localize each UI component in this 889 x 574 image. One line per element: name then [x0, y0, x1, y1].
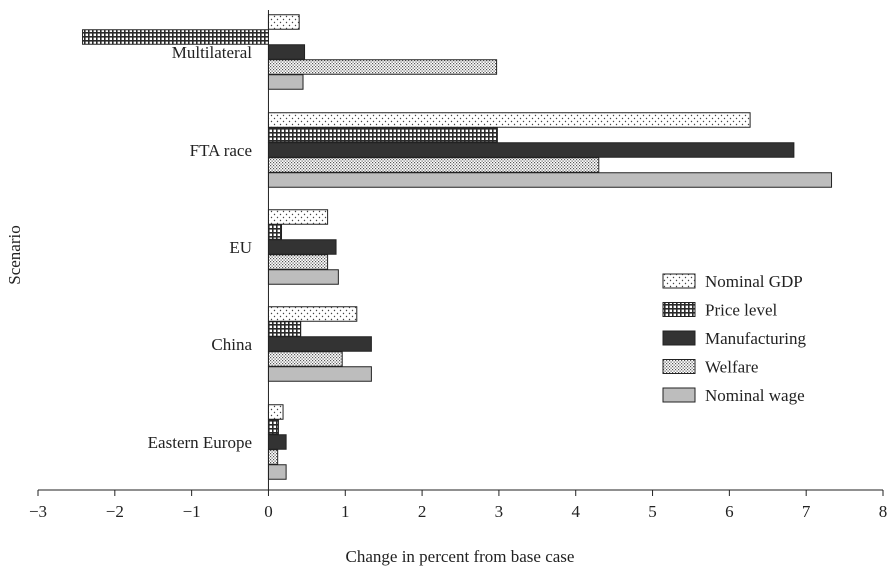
x-tick-label: 6 — [725, 502, 734, 521]
bar-multilateral-nominal-gdp — [267, 14, 300, 30]
bar-eastern-europe-welfare — [267, 449, 279, 465]
legend-label-nominal-gdp: Nominal GDP — [705, 272, 803, 291]
category-label-eu: EU — [229, 238, 252, 257]
bar-multilateral-manufacturing — [267, 44, 306, 60]
axes-layer — [37, 10, 884, 496]
bar-eastern-europe-manufacturing — [267, 434, 287, 450]
x-tick-label: 4 — [571, 502, 580, 521]
bar-eu-nominal-gdp — [267, 209, 329, 225]
x-tick-label: 0 — [264, 502, 273, 521]
category-label-china: China — [211, 335, 252, 354]
y-axis-label: Scenario — [5, 225, 24, 284]
legend-swatch-nominal-gdp — [662, 273, 696, 289]
x-tick-label: 1 — [341, 502, 350, 521]
bar-china-nominal-gdp — [267, 306, 358, 322]
tick-labels: −3 −2 −1 0 1 2 3 4 5 6 7 8 — [29, 502, 887, 521]
x-tick-label: 3 — [495, 502, 504, 521]
bar-eu-nominal-wage — [267, 269, 339, 285]
bar-china-nominal-wage — [267, 366, 372, 382]
x-tick-label: −2 — [106, 502, 124, 521]
x-tick-label: −1 — [183, 502, 201, 521]
legend-swatch-price-level — [662, 302, 696, 317]
bar-eu-manufacturing — [267, 239, 337, 255]
category-label-multilateral: Multilateral — [172, 43, 253, 62]
legend-swatch-manufacturing — [662, 330, 696, 346]
legend-swatch-welfare — [662, 359, 696, 374]
category-label-eastern-europe: Eastern Europe — [148, 433, 252, 452]
x-tick-label: −3 — [29, 502, 47, 521]
bar-eastern-europe-price-level — [267, 419, 279, 435]
bar-multilateral-welfare — [267, 59, 498, 75]
bar-eastern-europe-nominal-gdp — [267, 404, 284, 420]
x-axis-label: Change in percent from base case — [346, 547, 575, 566]
legend-label-welfare: Welfare — [705, 358, 758, 377]
bar-fta-race-price-level — [267, 127, 498, 143]
x-tick-label: 5 — [648, 502, 657, 521]
legend-label-price-level: Price level — [705, 301, 777, 320]
bar-eu-welfare — [267, 254, 329, 270]
bar-fta-race-manufacturing — [267, 142, 795, 158]
bar-fta-race-nominal-gdp — [267, 112, 751, 128]
category-label-fta-race: FTA race — [190, 141, 252, 160]
x-tick-label: 8 — [879, 502, 888, 521]
legend-label-nominal-wage: Nominal wage — [705, 386, 805, 405]
bar-fta-race-welfare — [267, 157, 600, 173]
bar-multilateral-nominal-wage — [267, 74, 304, 90]
legend-label-manufacturing: Manufacturing — [705, 329, 807, 348]
bar-china-manufacturing — [267, 336, 372, 352]
x-tick-label: 7 — [802, 502, 811, 521]
bar-china-price-level — [267, 321, 302, 337]
bar-eu-price-level — [267, 224, 283, 240]
category-labels: Multilateral FTA race EU China Eastern Europ… — [148, 43, 253, 452]
legend-swatch-nominal-wage — [662, 387, 696, 403]
bar-fta-race-nominal-wage — [267, 172, 833, 188]
legend: Nominal GDP Price level Manufacturing Welfa… — [662, 272, 807, 405]
bar-eastern-europe-nominal-wage — [267, 464, 287, 480]
bar-china-welfare — [267, 351, 343, 367]
bars-layer — [82, 14, 833, 480]
x-tick-label: 2 — [418, 502, 427, 521]
